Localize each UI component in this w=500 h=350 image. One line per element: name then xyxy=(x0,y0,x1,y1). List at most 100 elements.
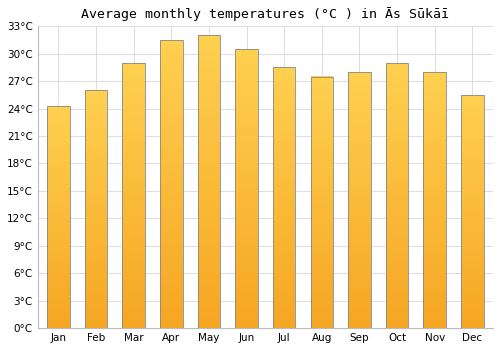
Bar xyxy=(236,272,258,277)
Bar xyxy=(160,280,182,285)
Bar xyxy=(236,226,258,231)
Bar xyxy=(273,224,295,228)
Bar xyxy=(310,131,333,135)
Bar xyxy=(273,98,295,102)
Bar xyxy=(236,175,258,179)
Bar xyxy=(160,112,182,117)
Bar xyxy=(84,158,108,162)
Bar xyxy=(273,119,295,124)
Bar xyxy=(122,200,145,204)
Bar xyxy=(310,169,333,173)
Bar xyxy=(122,67,145,72)
Bar xyxy=(348,136,370,140)
Bar xyxy=(461,153,483,157)
Bar xyxy=(273,189,295,194)
Bar xyxy=(47,265,70,269)
Bar xyxy=(273,102,295,106)
Bar xyxy=(160,126,182,131)
Bar xyxy=(273,93,295,98)
Bar xyxy=(122,204,145,209)
Bar xyxy=(310,194,333,198)
Bar xyxy=(160,170,182,175)
Bar xyxy=(47,269,70,273)
Bar xyxy=(198,143,220,148)
Bar xyxy=(122,63,145,67)
Bar xyxy=(198,60,220,65)
Bar xyxy=(424,196,446,200)
Bar xyxy=(424,110,446,115)
Bar xyxy=(198,245,220,250)
Bar xyxy=(160,93,182,98)
Bar xyxy=(273,154,295,159)
Bar xyxy=(386,213,408,218)
Bar xyxy=(310,198,333,202)
Bar xyxy=(47,232,70,236)
Bar xyxy=(122,187,145,191)
Bar xyxy=(386,63,408,328)
Bar xyxy=(348,145,370,149)
Bar xyxy=(47,291,70,295)
Bar xyxy=(310,152,333,156)
Bar xyxy=(84,169,108,174)
Bar xyxy=(310,190,333,194)
Bar xyxy=(348,72,370,76)
Bar xyxy=(122,315,145,319)
Bar xyxy=(273,232,295,237)
Bar xyxy=(348,110,370,115)
Bar xyxy=(84,233,108,237)
Bar xyxy=(84,300,108,304)
Bar xyxy=(47,220,70,224)
Bar xyxy=(236,58,258,63)
Bar xyxy=(84,213,108,217)
Bar xyxy=(236,305,258,310)
Bar xyxy=(348,76,370,80)
Bar xyxy=(198,167,220,172)
Bar xyxy=(236,179,258,184)
Bar xyxy=(424,157,446,162)
Bar xyxy=(160,213,182,218)
Bar xyxy=(198,250,220,255)
Bar xyxy=(84,189,108,194)
Bar xyxy=(310,139,333,144)
Bar xyxy=(160,318,182,323)
Bar xyxy=(273,263,295,267)
Bar xyxy=(84,162,108,166)
Bar xyxy=(236,207,258,212)
Bar xyxy=(47,191,70,195)
Bar xyxy=(122,191,145,196)
Bar xyxy=(198,274,220,279)
Bar xyxy=(386,195,408,200)
Bar xyxy=(122,103,145,107)
Bar xyxy=(198,148,220,153)
Bar xyxy=(273,180,295,185)
Bar xyxy=(461,95,483,99)
Bar xyxy=(198,123,220,128)
Bar xyxy=(386,160,408,164)
Bar xyxy=(348,324,370,328)
Bar xyxy=(348,213,370,217)
Bar xyxy=(386,275,408,280)
Bar xyxy=(348,85,370,89)
Bar xyxy=(461,122,483,126)
Bar xyxy=(386,164,408,169)
Bar xyxy=(47,243,70,247)
Bar xyxy=(236,300,258,305)
Bar xyxy=(273,206,295,211)
Bar xyxy=(386,63,408,67)
Bar xyxy=(461,184,483,188)
Bar xyxy=(47,139,70,143)
Bar xyxy=(386,72,408,76)
Bar xyxy=(122,279,145,284)
Bar xyxy=(310,232,333,236)
Bar xyxy=(236,151,258,156)
Bar xyxy=(122,111,145,116)
Bar xyxy=(348,153,370,158)
Bar xyxy=(386,266,408,271)
Bar xyxy=(236,77,258,82)
Bar xyxy=(310,177,333,181)
Bar xyxy=(198,240,220,245)
Bar xyxy=(461,196,483,200)
Bar xyxy=(348,106,370,111)
Bar xyxy=(461,138,483,141)
Bar xyxy=(160,241,182,246)
